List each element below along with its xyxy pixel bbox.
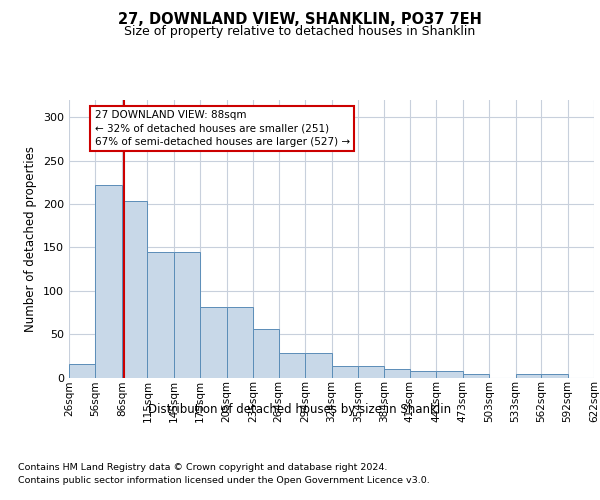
Bar	[122, 202, 148, 378]
Bar	[95, 185, 122, 378]
Bar	[515, 374, 541, 378]
Bar	[541, 374, 568, 378]
Bar	[436, 372, 463, 378]
Bar	[385, 369, 410, 378]
Bar	[227, 308, 253, 378]
Bar	[463, 374, 489, 378]
Bar	[331, 366, 358, 378]
Bar	[253, 329, 278, 378]
Text: Distribution of detached houses by size in Shanklin: Distribution of detached houses by size …	[148, 402, 452, 415]
Y-axis label: Number of detached properties: Number of detached properties	[25, 146, 37, 332]
Bar	[69, 364, 95, 378]
Bar	[305, 353, 331, 378]
Text: 27, DOWNLAND VIEW, SHANKLIN, PO37 7EH: 27, DOWNLAND VIEW, SHANKLIN, PO37 7EH	[118, 12, 482, 28]
Bar	[148, 252, 174, 378]
Text: Contains HM Land Registry data © Crown copyright and database right 2024.: Contains HM Land Registry data © Crown c…	[18, 462, 388, 471]
Bar	[174, 252, 200, 378]
Text: Size of property relative to detached houses in Shanklin: Size of property relative to detached ho…	[124, 25, 476, 38]
Bar	[410, 372, 436, 378]
Text: 27 DOWNLAND VIEW: 88sqm
← 32% of detached houses are smaller (251)
67% of semi-d: 27 DOWNLAND VIEW: 88sqm ← 32% of detache…	[95, 110, 350, 147]
Text: Contains public sector information licensed under the Open Government Licence v3: Contains public sector information licen…	[18, 476, 430, 485]
Bar	[358, 366, 385, 378]
Bar	[278, 353, 305, 378]
Bar	[200, 308, 227, 378]
